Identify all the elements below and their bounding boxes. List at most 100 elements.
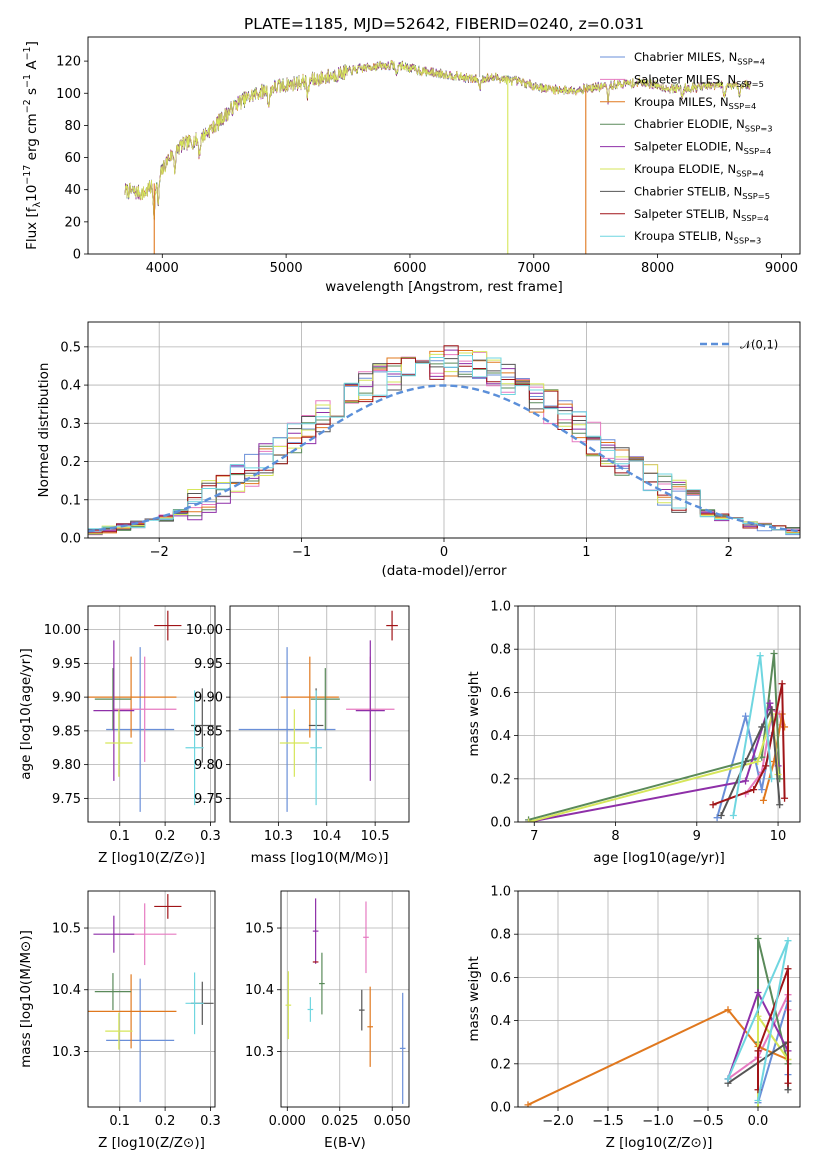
axes-frame [87, 890, 216, 1108]
weight-point-chabrier_stelib [717, 812, 725, 820]
y-tick-label: 10.00 [44, 623, 81, 638]
x-tick-label: 6000 [393, 261, 426, 276]
x-axis-label: (data-model)/error [381, 563, 507, 579]
grid-mass_vs_ebv [281, 891, 409, 1107]
weight-line-kroupa_elodie [757, 1013, 789, 1107]
weight-point-chabrier_stelib [784, 1086, 792, 1094]
y-tick-label: 0.8 [490, 643, 511, 658]
y-tick-label: 0.4 [60, 379, 81, 394]
x-tick-label: 1 [582, 545, 590, 560]
errorbar-point-salpeter_elodie [93, 915, 135, 953]
legend-label: Salpeter STELIB, NSSP=4 [634, 207, 769, 223]
errorbar-point-kroupa_miles [88, 974, 177, 1049]
errorbar-point-salpeter_elodie [312, 898, 319, 964]
x-tick-label: 8 [611, 829, 619, 844]
y-tick-label: 10.3 [52, 1045, 81, 1060]
errorbar-point-kroupa_miles [88, 656, 177, 738]
errorbar-point-kroupa_elodie [105, 709, 133, 777]
y-tick-label: 9.95 [194, 657, 223, 672]
errorbar-point-kroupa_miles [367, 986, 373, 1067]
legend-label: Chabrier ELODIE, NSSP=3 [634, 117, 773, 133]
weight-point-kroupa_elodie [754, 758, 762, 766]
x-tick-label: 0 [440, 545, 448, 560]
legend-label: Chabrier STELIB, NSSP=5 [634, 184, 770, 200]
legend-label: Kroupa STELIB, NSSP=3 [634, 229, 761, 245]
marks-mass_vs_Z [88, 894, 214, 1103]
weight-point-chabrier_miles [713, 814, 721, 822]
errorbar-point-kroupa_elodie [279, 709, 309, 777]
weight-point-salpeter_stelib [754, 1047, 762, 1055]
y-tick-label: 0.8 [490, 928, 511, 943]
y-tick-label: 60 [64, 151, 81, 166]
x-tick-label: 8000 [641, 261, 674, 276]
x-tick-label: −1 [292, 545, 311, 560]
y-tick-label: 0.0 [490, 816, 511, 831]
weight-point-chabrier_miles [742, 712, 750, 720]
errorbar-point-chabrier_miles [106, 647, 175, 812]
weight-point-salpeter_stelib [781, 794, 789, 802]
marks-age_vs_mass [238, 610, 398, 812]
y-axis-label: age [log10(age/yr)] [18, 648, 34, 780]
weight-line-chabrier_elodie [528, 653, 781, 821]
y-tick-label: 0.2 [60, 455, 81, 470]
plot-mass_vs_ebv: 0.000 0.025 0.050 10.3 10.4 10.5 [245, 890, 411, 1129]
axes-frame [280, 890, 410, 1108]
weight-point-chabrier_stelib [758, 723, 766, 731]
y-tick-label: 0.6 [490, 971, 511, 986]
errorbar-point-chabrier_miles [106, 978, 175, 1103]
x-tick-label: 5000 [270, 261, 303, 276]
errorbar-point-salpeter_elodie [93, 640, 135, 781]
errorbar-point-kroupa_stelib [185, 690, 204, 806]
axes-frame [517, 605, 801, 823]
weight-point-salpeter_elodie [754, 989, 762, 997]
errorbar-point-salpeter_stelib [154, 894, 182, 919]
errorbar-point-chabrier_elodie [319, 952, 325, 1015]
x-tick-label: −1.0 [642, 1114, 674, 1129]
weight-point-kroupa_miles [524, 1101, 532, 1107]
plot-mass_vs_Z: 0.1 0.2 0.3 10.3 10.4 10.5 [52, 890, 221, 1129]
x-tick-label: 7 [530, 829, 538, 844]
weight-point-chabrier_stelib [768, 706, 776, 714]
x-tick-label: −0.5 [692, 1114, 724, 1129]
legend-spectrum: Chabrier MILES, NSSP=4 Salpeter MILES, NS… [600, 50, 773, 246]
x-axis-label: Z [log10(Z/Z⊙)] [606, 1135, 713, 1151]
errorbar-point-chabrier_elodie [94, 668, 132, 731]
errorbar-point-kroupa_stelib [310, 690, 322, 806]
y-axis-label: mass [log10(M/M⊙)] [18, 930, 34, 1068]
weight-point-kroupa_miles [759, 796, 767, 804]
y-tick-label: 10.4 [52, 983, 81, 998]
weight-point-salpeter_stelib [762, 762, 770, 770]
x-axis-label: E(B-V) [324, 1135, 366, 1151]
weight-point-chabrier_stelib [776, 801, 784, 809]
y-tick-label: 80 [64, 119, 81, 134]
weight-point-salpeter_elodie [742, 777, 750, 785]
axes-frame [517, 890, 801, 1108]
y-tick-label: 9.85 [52, 724, 81, 739]
y-tick-label: 0.1 [60, 493, 81, 508]
weight-point-chabrier_miles [758, 786, 766, 794]
plot-spectrum: 4000 5000 6000 7000 8000 9000 0 20 40 60 80 100 120 [56, 36, 801, 276]
x-tick-label: −2.0 [542, 1114, 574, 1129]
y-tick-label: 10.5 [52, 922, 81, 937]
x-tick-label: 0.1 [109, 1114, 130, 1129]
legend-label: Kroupa ELODIE, NSSP=4 [634, 162, 764, 178]
errorbar-point-salpeter_miles [363, 901, 369, 974]
x-tick-label: 0.2 [155, 829, 176, 844]
x-tick-label: 10 [770, 829, 787, 844]
grid-weights_vs_age [518, 605, 800, 823]
y-tick-label: 10.3 [245, 1045, 274, 1060]
y-tick-label: 100 [56, 87, 81, 102]
x-tick-label: 0.1 [109, 829, 130, 844]
y-tick-label: 0.4 [490, 1014, 511, 1029]
y-tick-label: 9.90 [194, 691, 223, 706]
y-tick-label: 0 [73, 248, 81, 263]
marks-weights_vs_age [525, 650, 789, 822]
histogram-kroupa_stelib [88, 355, 800, 538]
errorbar-point-salpeter_elodie [355, 640, 385, 781]
plot-residuals: −2 −1 0 1 2 0.0 0.1 0.2 0.3 0.4 0.5 [60, 321, 801, 560]
y-tick-label: 0.0 [490, 1101, 511, 1116]
x-tick-label: 7000 [517, 261, 550, 276]
y-tick-label: 20 [64, 215, 81, 230]
grid-age_vs_mass [230, 606, 409, 822]
axes-frame [229, 605, 410, 823]
